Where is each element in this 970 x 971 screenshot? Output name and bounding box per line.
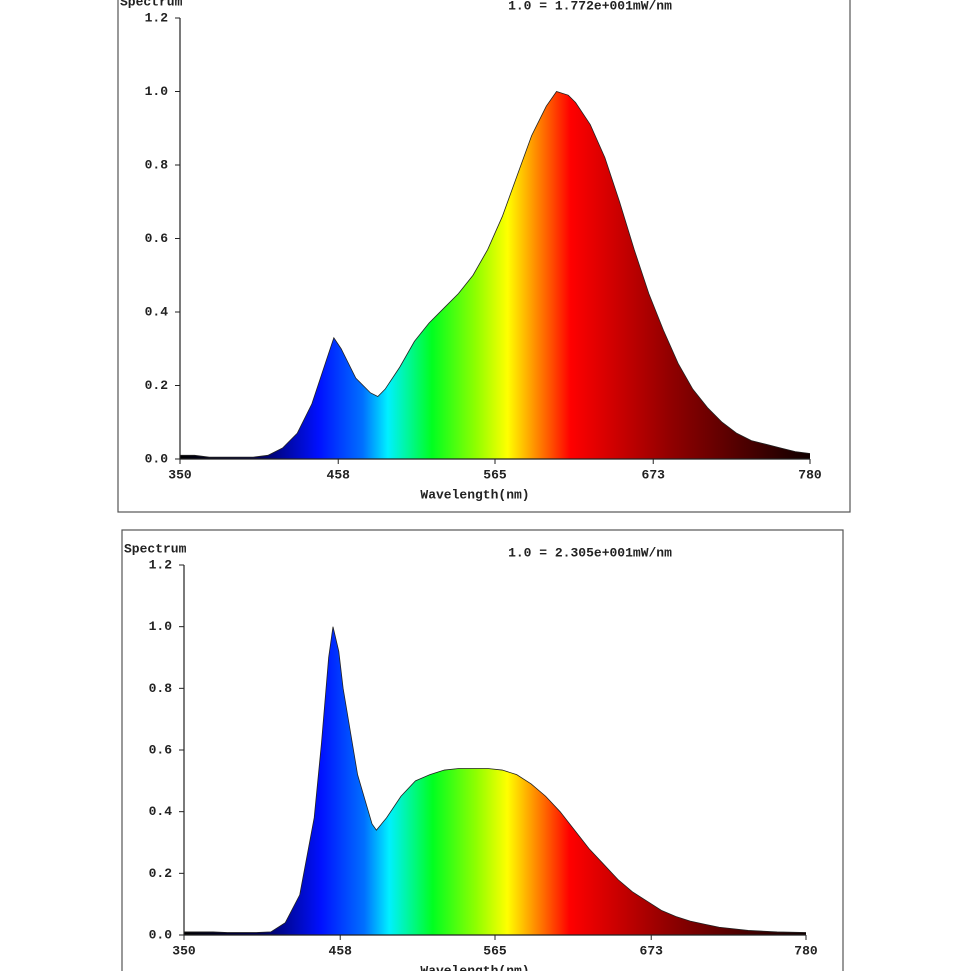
chart-title: Spectrum xyxy=(124,541,187,556)
x-tick-label: 458 xyxy=(329,943,353,958)
y-tick-label: 0.2 xyxy=(145,378,169,393)
annotation: 1.0 = 2.305e+001mW/nm xyxy=(508,545,672,560)
spectrum-line xyxy=(180,91,811,458)
chart-title: Spectrum xyxy=(120,0,183,9)
x-axis-label: Wavelength(nm) xyxy=(420,963,529,971)
y-tick-label: 0.4 xyxy=(145,304,169,319)
x-tick-label: 565 xyxy=(483,943,507,958)
y-tick-label: 0.6 xyxy=(145,231,169,246)
y-tick-label: 1.0 xyxy=(149,619,173,634)
chart-frame xyxy=(121,529,844,971)
x-tick-label: 458 xyxy=(327,467,351,482)
spectrum-area xyxy=(184,626,806,935)
y-tick-label: 0.8 xyxy=(149,681,173,696)
y-tick-label: 0.0 xyxy=(145,451,169,466)
y-tick-label: 0.0 xyxy=(149,927,173,942)
y-tick-label: 1.2 xyxy=(145,10,169,25)
x-tick-label: 673 xyxy=(640,943,664,958)
y-tick-label: 0.8 xyxy=(145,157,169,172)
x-tick-label: 565 xyxy=(483,467,507,482)
x-tick-label: 350 xyxy=(172,943,196,958)
spectrum-area xyxy=(180,91,810,459)
y-tick-label: 0.4 xyxy=(149,804,173,819)
x-tick-label: 780 xyxy=(794,943,818,958)
y-tick-label: 0.6 xyxy=(149,742,173,757)
x-tick-label: 350 xyxy=(168,467,192,482)
x-tick-label: 780 xyxy=(798,467,822,482)
y-tick-label: 1.0 xyxy=(145,84,169,99)
chart-frame xyxy=(117,0,851,513)
x-tick-label: 673 xyxy=(642,467,666,482)
annotation: 1.0 = 1.772e+001mW/nm xyxy=(508,0,672,13)
spectrum-line xyxy=(184,626,807,933)
y-tick-label: 1.2 xyxy=(149,557,173,572)
x-axis-label: Wavelength(nm) xyxy=(420,487,529,502)
y-tick-label: 0.2 xyxy=(149,866,173,881)
